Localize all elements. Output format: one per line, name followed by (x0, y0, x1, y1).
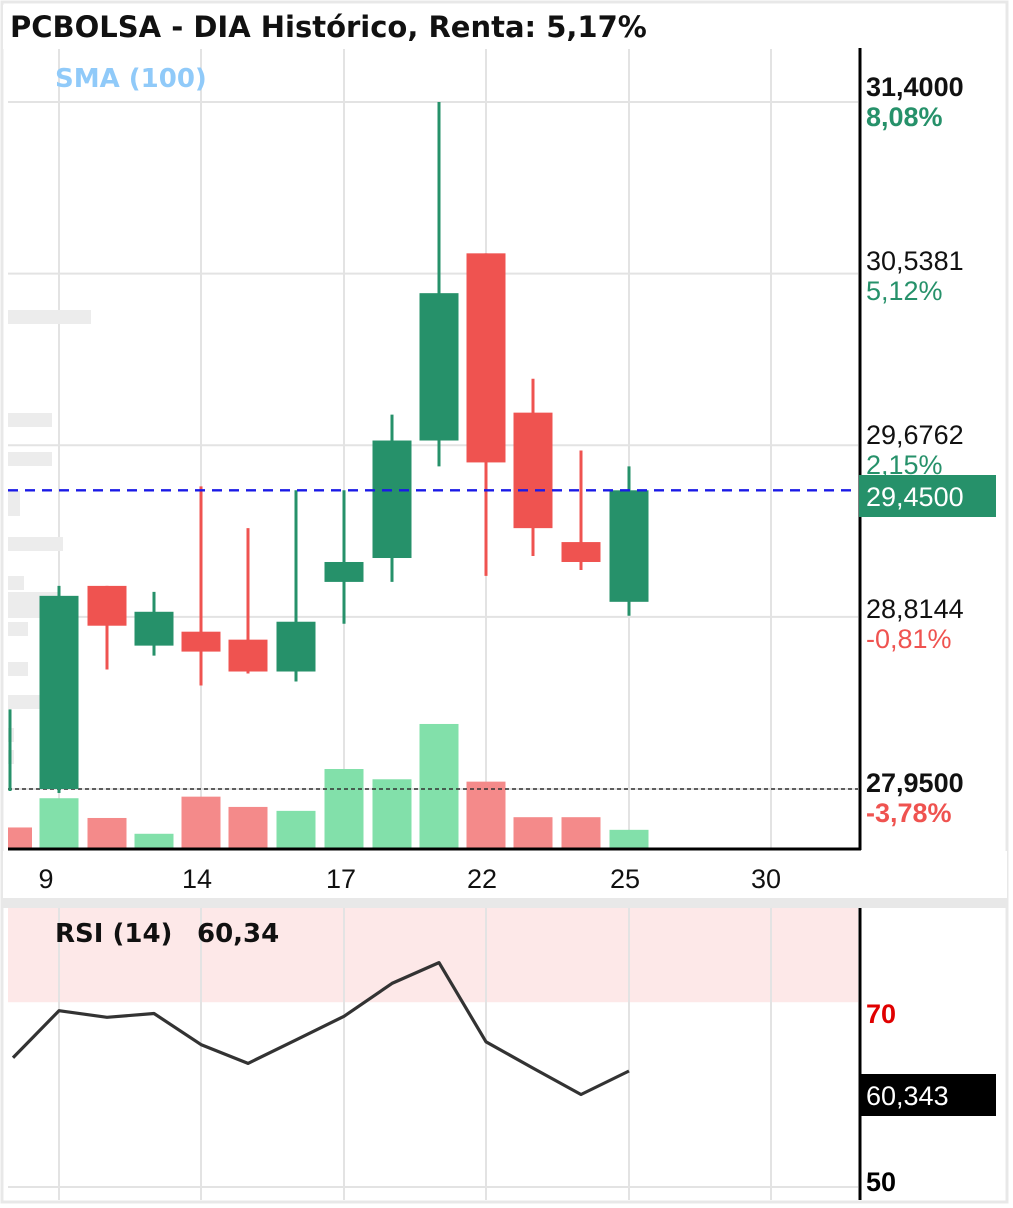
candle (513, 378, 553, 557)
volume-bar (134, 833, 174, 848)
candle-body (466, 253, 506, 463)
volume-profile-bar (8, 310, 91, 324)
price-level-value: 29,6762 (866, 420, 964, 450)
time-tick-label: 22 (467, 864, 497, 894)
candle (228, 528, 268, 674)
volume-bar (39, 798, 79, 848)
price-level-value: 30,5381 (866, 246, 964, 276)
volume-profile-bar (8, 491, 20, 505)
candlesticks (8, 102, 649, 793)
time-tick-label: 9 (38, 864, 53, 894)
price-level-value: 27,9500 (866, 768, 964, 798)
title-banner (3, 5, 858, 49)
candle (561, 450, 601, 570)
volume-profile-bar (8, 452, 52, 466)
volume-profile-bars (8, 310, 91, 764)
candle-body (8, 781, 12, 789)
candle-body (372, 440, 412, 559)
candle (419, 102, 459, 467)
current-price-tag (859, 475, 996, 517)
candle (324, 490, 364, 624)
volume-profile-bar (8, 576, 24, 590)
volume-bar (228, 806, 268, 848)
price-level-value: 28,8144 (866, 594, 964, 624)
candle-body (87, 585, 127, 626)
rsi-value: 60,34 (197, 919, 279, 949)
volume-bar (324, 769, 364, 848)
rsi-level-label: 50 (866, 1167, 896, 1197)
volume-profile-bar (8, 604, 48, 618)
rsi-label[interactable]: RSI (14) (55, 919, 172, 949)
volume-bar (466, 781, 506, 848)
price-level-percent: -3,78% (866, 798, 952, 828)
price-level-percent: -0,81% (866, 624, 952, 654)
indicator-label-sma[interactable]: SMA (100) (55, 64, 207, 94)
time-tick-label: 14 (182, 864, 212, 894)
candle (466, 253, 506, 576)
volume-bars (8, 723, 649, 848)
volume-profile-bar (8, 622, 28, 636)
rsi-current-value: 60,343 (866, 1081, 949, 1111)
volume-bar (561, 817, 601, 848)
time-tick-label: 25 (610, 864, 640, 894)
volume-bar (8, 827, 32, 848)
rsi-overbought-zone (8, 908, 858, 1003)
rsi-axis-labels: 70 50 (866, 999, 896, 1197)
candle-body (181, 631, 221, 652)
volume-bar (276, 810, 316, 848)
price-level-percent: 8,08% (866, 102, 943, 132)
volume-profile-bar (8, 662, 28, 676)
volume-bar (513, 817, 553, 848)
candle-body (324, 561, 364, 582)
panel-separator[interactable] (3, 898, 1007, 908)
candle (39, 585, 79, 793)
price-level-percent: 5,12% (866, 276, 943, 306)
candle (134, 591, 174, 656)
volume-profile-bar (8, 537, 63, 551)
volume-bar (87, 817, 127, 848)
volume-bar (419, 723, 459, 848)
candle (372, 414, 412, 582)
candle-body (228, 639, 268, 672)
candle (276, 490, 316, 682)
volume-profile-bar (8, 413, 52, 427)
candle (609, 466, 649, 616)
rsi-line (11, 960, 630, 1097)
candle-body (39, 595, 79, 789)
time-tick-label: 30 (751, 864, 781, 894)
candle-body (513, 412, 553, 529)
rsi-level-label: 70 (866, 999, 896, 1029)
volume-profile-bar (8, 502, 20, 516)
rsi-current-tag (859, 1074, 996, 1116)
price-axis-labels: 31,40008,08%30,53815,12%29,67622,15%28,8… (866, 72, 964, 828)
time-axis-band (3, 851, 1007, 900)
candle-body (134, 611, 174, 646)
volume-bar (609, 829, 649, 848)
volume-profile-bar (8, 695, 43, 709)
volume-bar (372, 779, 412, 848)
candle-body (609, 490, 649, 602)
candle (87, 585, 127, 670)
candle (8, 709, 12, 791)
candle-body (276, 621, 316, 672)
time-tick-label: 17 (326, 864, 356, 894)
price-level-value: 31,4000 (866, 72, 964, 102)
chart-title: PCBOLSA - DIA Histórico, Renta: 5,17% (10, 10, 647, 44)
candle-body (561, 542, 601, 562)
current-price-value: 29,4500 (866, 482, 964, 512)
volume-bar (181, 796, 221, 848)
rsi-grid (8, 908, 858, 1200)
time-axis-labels: 9 14 17 22 25 30 (38, 864, 781, 894)
candle-body (419, 293, 459, 441)
candle (181, 486, 221, 686)
